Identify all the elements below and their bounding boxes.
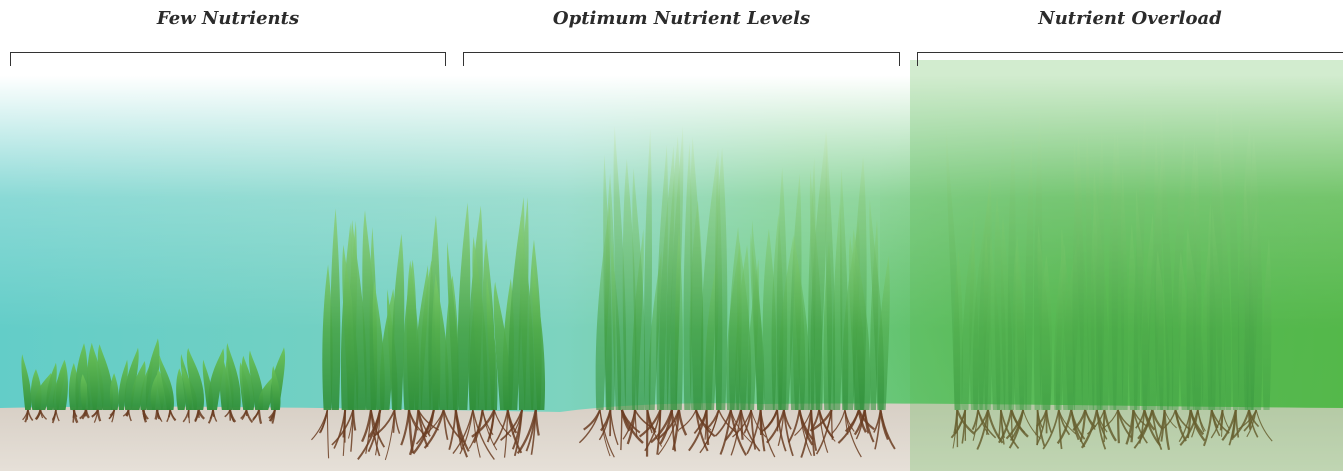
panel-label-few-nutrients: Few Nutrients — [156, 8, 300, 29]
panel-label-optimum-nutrient-levels: Optimum Nutrient Levels — [552, 8, 811, 29]
panel-label-nutrient-overload: Nutrient Overload — [1038, 8, 1222, 29]
bracket-optimum-nutrient-levels — [463, 52, 900, 66]
bracket-nutrient-overload — [917, 52, 1343, 66]
overload-turbidity — [910, 60, 1343, 471]
bracket-few-nutrients — [10, 52, 446, 66]
